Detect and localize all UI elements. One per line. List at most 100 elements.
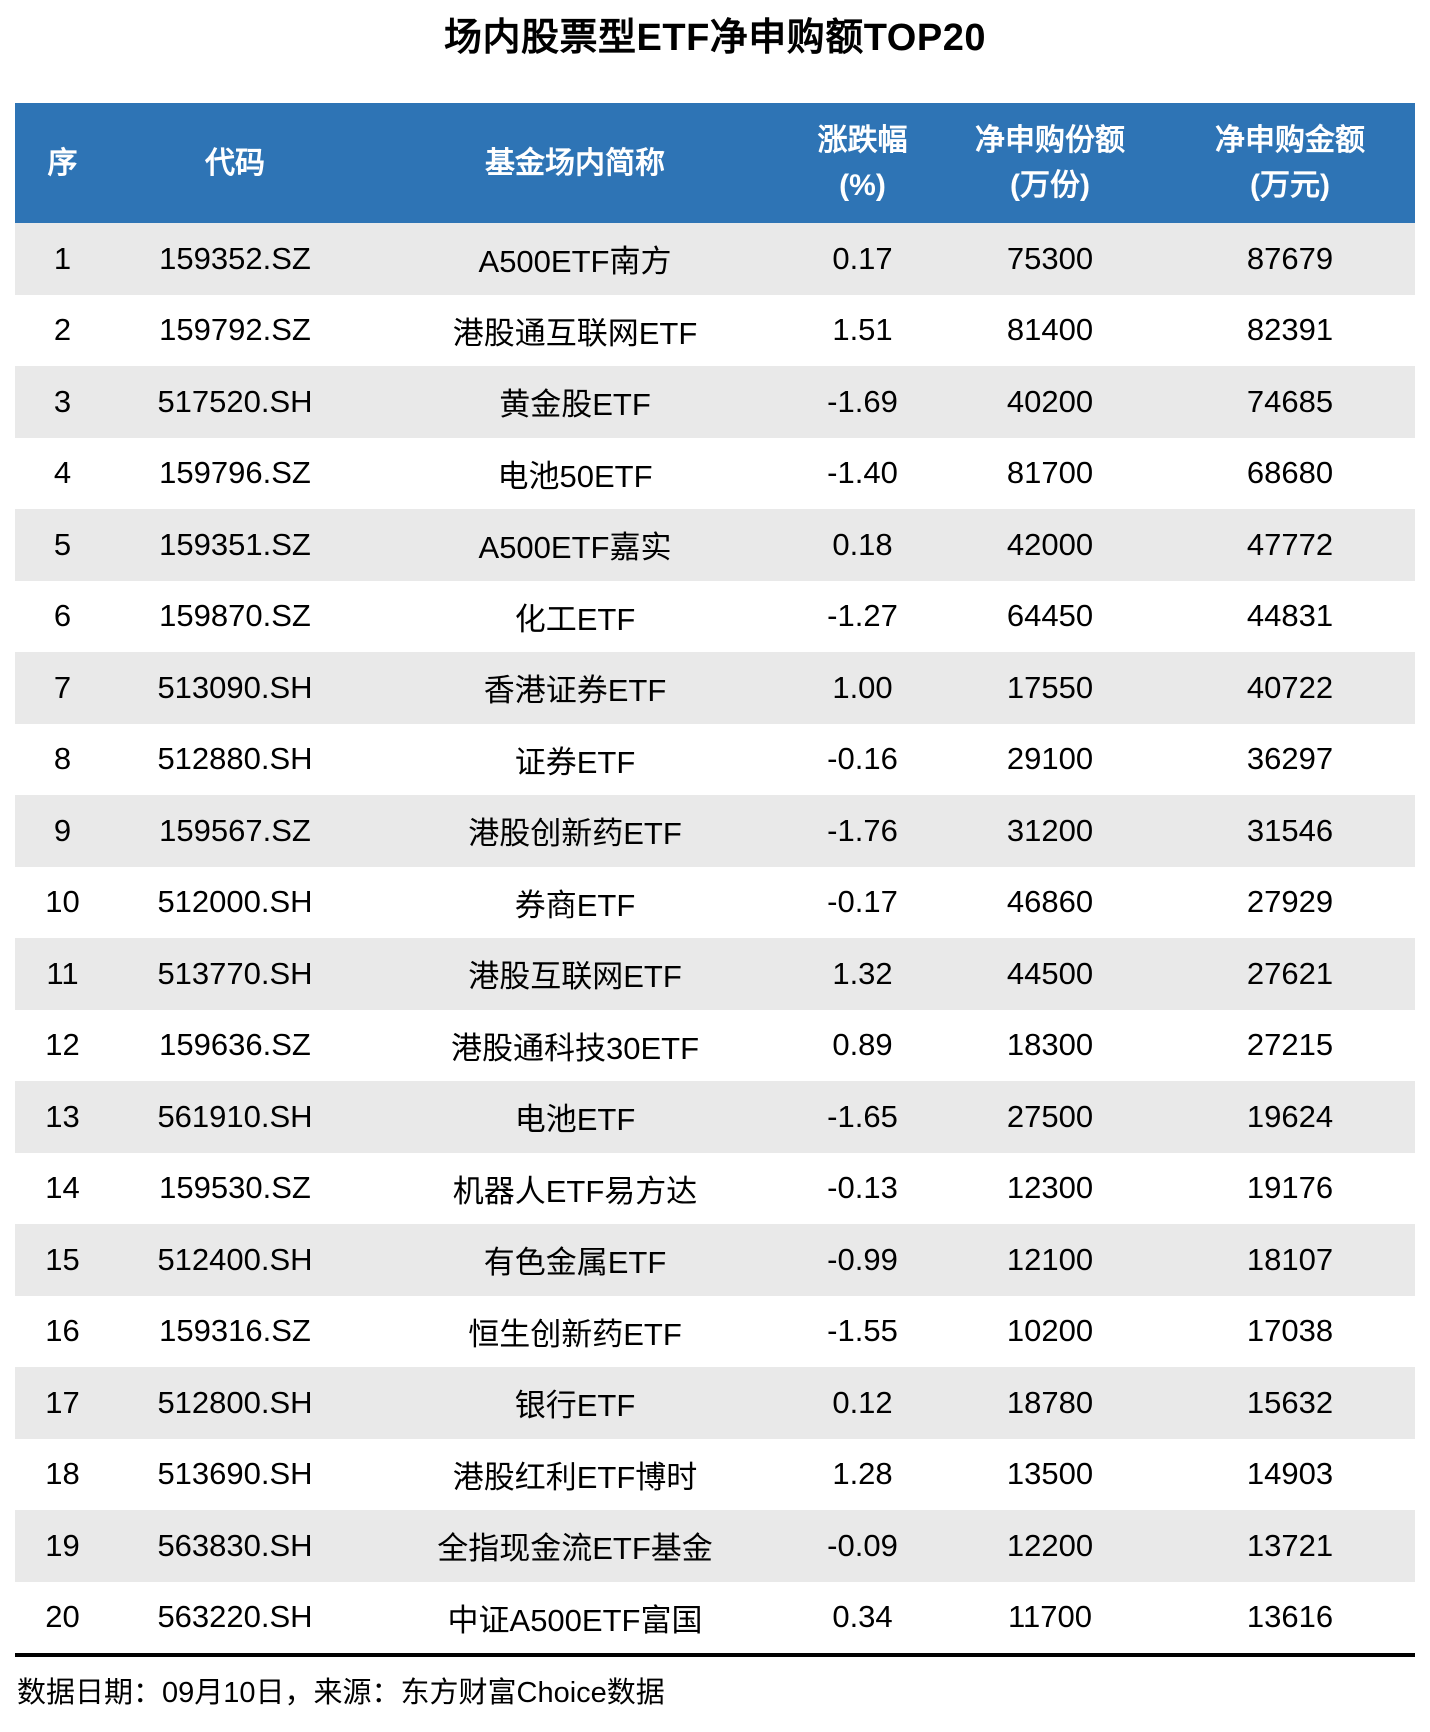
table-row: 10 512000.SH 券商ETF -0.17 46860 27929 — [15, 867, 1415, 939]
cell-net_shares_wan: 42000 — [1006, 526, 1094, 562]
cell-index: 3 — [53, 383, 72, 419]
cell-code: 159870.SZ — [159, 598, 311, 634]
cell-change_pct: -0.16 — [827, 741, 898, 777]
cell-code: 159567.SZ — [159, 812, 311, 848]
cell-index: 7 — [53, 669, 72, 705]
cell-change_pct: -0.13 — [827, 1170, 898, 1206]
table-header-row: 序代码 基金场内简称 涨跌幅 (%) 净申购份额 (万份) 净申购金额 (万元) — [15, 103, 1415, 223]
cell-index: 2 — [53, 312, 72, 348]
cell-net_shares_wan: 46860 — [1006, 884, 1094, 920]
cell-name: 化工ETF — [514, 601, 636, 637]
table-row: 15 512400.SH 有色金属ETF -0.99 12100 18107 — [15, 1224, 1415, 1296]
cell-name: 证券ETF — [514, 744, 636, 780]
cell-net_amount_wan: 19176 — [1246, 1170, 1334, 1206]
cell-index: 20 — [45, 1599, 80, 1635]
cell-net_shares_wan: 64450 — [1006, 598, 1094, 634]
cell-index: 14 — [45, 1170, 80, 1206]
cell-code: 159636.SZ — [159, 1027, 311, 1063]
cell-index: 11 — [46, 955, 79, 991]
cell-net_shares_wan: 17550 — [1006, 669, 1094, 705]
column-header-change_pct: 涨跌幅 (%) — [790, 103, 935, 223]
cell-name: 港股通科技30ETF — [450, 1030, 700, 1066]
cell-index: 18 — [45, 1456, 80, 1492]
cell-change_pct: 0.34 — [832, 1599, 893, 1635]
cell-net_amount_wan: 15632 — [1246, 1384, 1334, 1420]
cell-change_pct: -1.69 — [827, 383, 898, 419]
cell-name: 港股互联网ETF — [468, 959, 682, 995]
cell-name: A500ETF南方 — [478, 244, 672, 280]
cell-name: 机器人ETF易方达 — [452, 1173, 698, 1209]
table-row: 12 159636.SZ 港股通科技30ETF 0.89 18300 27215 — [15, 1010, 1415, 1082]
cell-code: 159530.SZ — [159, 1170, 311, 1206]
cell-change_pct: 0.89 — [832, 1027, 893, 1063]
cell-index: 8 — [53, 741, 72, 777]
cell-net_amount_wan: 36297 — [1246, 741, 1334, 777]
cell-net_shares_wan: 12100 — [1006, 1241, 1094, 1277]
cell-net_shares_wan: 12300 — [1006, 1170, 1094, 1206]
table-row: 17 512800.SH 银行ETF 0.12 18780 15632 — [15, 1367, 1415, 1439]
cell-index: 16 — [45, 1313, 80, 1349]
cell-net_shares_wan: 13500 — [1006, 1456, 1094, 1492]
table-row: 13 561910.SH 电池ETF -1.65 27500 19624 — [15, 1081, 1415, 1153]
footer: 数据日期：09月10日，来源：东方财富Choice数据 — [15, 1653, 1415, 1711]
cell-net_shares_wan: 29100 — [1006, 741, 1094, 777]
cell-change_pct: 1.32 — [832, 955, 893, 991]
cell-net_shares_wan: 27500 — [1006, 1098, 1094, 1134]
column-header-code: 代码 — [110, 103, 360, 223]
cell-net_shares_wan: 31200 — [1006, 812, 1094, 848]
cell-code: 513090.SH — [157, 669, 313, 705]
cell-code: 159316.SZ — [159, 1313, 311, 1349]
table-header: 序代码 基金场内简称 涨跌幅 (%) 净申购份额 (万份) 净申购金额 (万元) — [15, 103, 1415, 223]
cell-name: 香港证券ETF — [483, 673, 667, 709]
cell-change_pct: 1.51 — [832, 312, 893, 348]
table-row: 3 517520.SH 黄金股ETF -1.69 40200 74685 — [15, 366, 1415, 438]
cell-code: 563220.SH — [157, 1599, 313, 1635]
cell-net_amount_wan: 27929 — [1246, 884, 1334, 920]
cell-code: 512000.SH — [157, 884, 313, 920]
cell-net_amount_wan: 18107 — [1246, 1241, 1334, 1277]
cell-name: 恒生创新药ETF — [468, 1316, 682, 1352]
cell-code: 561910.SH — [157, 1098, 313, 1134]
cell-change_pct: -1.40 — [827, 455, 898, 491]
cell-code: 512400.SH — [157, 1241, 313, 1277]
cell-net_shares_wan: 12200 — [1006, 1527, 1094, 1563]
cell-net_amount_wan: 44831 — [1246, 598, 1334, 634]
data-source-note: 数据日期：09月10日，来源：东方财富Choice数据 — [17, 1677, 665, 1709]
cell-change_pct: 1.00 — [832, 669, 893, 705]
cell-net_shares_wan: 44500 — [1006, 955, 1094, 991]
cell-code: 563830.SH — [157, 1527, 313, 1563]
table-row: 8 512880.SH 证券ETF -0.16 29100 36297 — [15, 724, 1415, 796]
table-row: 1 159352.SZ A500ETF南方 0.17 75300 87679 — [15, 223, 1415, 295]
cell-net_shares_wan: 10200 — [1006, 1313, 1094, 1349]
table-row: 9 159567.SZ 港股创新药ETF -1.76 31200 31546 — [15, 795, 1415, 867]
cell-net_amount_wan: 82391 — [1246, 312, 1334, 348]
cell-net_shares_wan: 75300 — [1006, 240, 1094, 276]
cell-change_pct: -0.99 — [827, 1241, 898, 1277]
cell-name: 中证A500ETF富国 — [447, 1602, 703, 1638]
cell-code: 512800.SH — [157, 1384, 313, 1420]
cell-change_pct: -0.09 — [827, 1527, 898, 1563]
table-row: 5 159351.SZ A500ETF嘉实 0.18 42000 47772 — [15, 509, 1415, 581]
cell-name: 全指现金流ETF基金 — [437, 1531, 713, 1567]
cell-index: 15 — [45, 1241, 80, 1277]
cell-change_pct: -1.76 — [827, 812, 898, 848]
cell-index: 6 — [53, 598, 72, 634]
cell-index: 1 — [53, 240, 72, 276]
cell-net_shares_wan: 40200 — [1006, 383, 1094, 419]
cell-name: 电池ETF — [514, 1102, 636, 1138]
cell-change_pct: 0.17 — [832, 240, 893, 276]
cell-name: 电池50ETF — [497, 458, 653, 494]
table-row: 11 513770.SH 港股互联网ETF 1.32 44500 27621 — [15, 938, 1415, 1010]
cell-name: 银行ETF — [514, 1388, 636, 1424]
cell-net_amount_wan: 27215 — [1246, 1027, 1334, 1063]
column-header-name: 基金场内简称 — [360, 103, 790, 223]
cell-net_shares_wan: 81700 — [1006, 455, 1094, 491]
cell-name: 港股红利ETF博时 — [452, 1459, 698, 1495]
table-row: 18 513690.SH 港股红利ETF博时 1.28 13500 14903 — [15, 1439, 1415, 1511]
cell-code: 517520.SH — [157, 383, 313, 419]
cell-net_amount_wan: 47772 — [1246, 526, 1334, 562]
etf-table: 序代码 基金场内简称 涨跌幅 (%) 净申购份额 (万份) 净申购金额 (万元) 1 15935… — [15, 103, 1415, 1653]
cell-name: 券商ETF — [514, 887, 636, 923]
table-row: 7 513090.SH 香港证券ETF 1.00 17550 40722 — [15, 652, 1415, 724]
cell-code: 159351.SZ — [159, 526, 311, 562]
